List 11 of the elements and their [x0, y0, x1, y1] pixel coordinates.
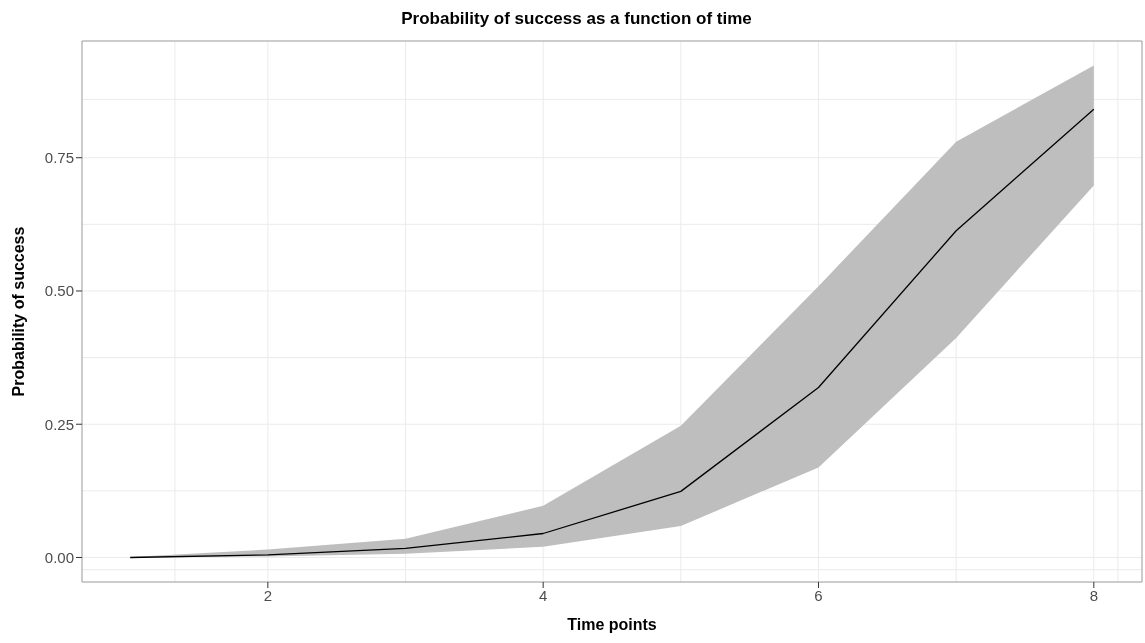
chart-title: Probability of success as a function of time [400, 8, 753, 30]
x-tick-label: 6 [814, 586, 823, 604]
x-tick-label: 4 [539, 586, 548, 604]
y-tick-label: 0.50 [44, 282, 74, 300]
x-axis-title: Time points [567, 616, 657, 633]
y-axis-title: Probability of success [9, 226, 27, 397]
x-tick-label: 8 [1089, 586, 1098, 604]
y-tick-label: 0.75 [44, 149, 74, 167]
y-tick-label: 0.25 [44, 415, 74, 433]
y-tick-label: 0.00 [44, 548, 74, 566]
x-tick-label: 2 [263, 586, 273, 604]
